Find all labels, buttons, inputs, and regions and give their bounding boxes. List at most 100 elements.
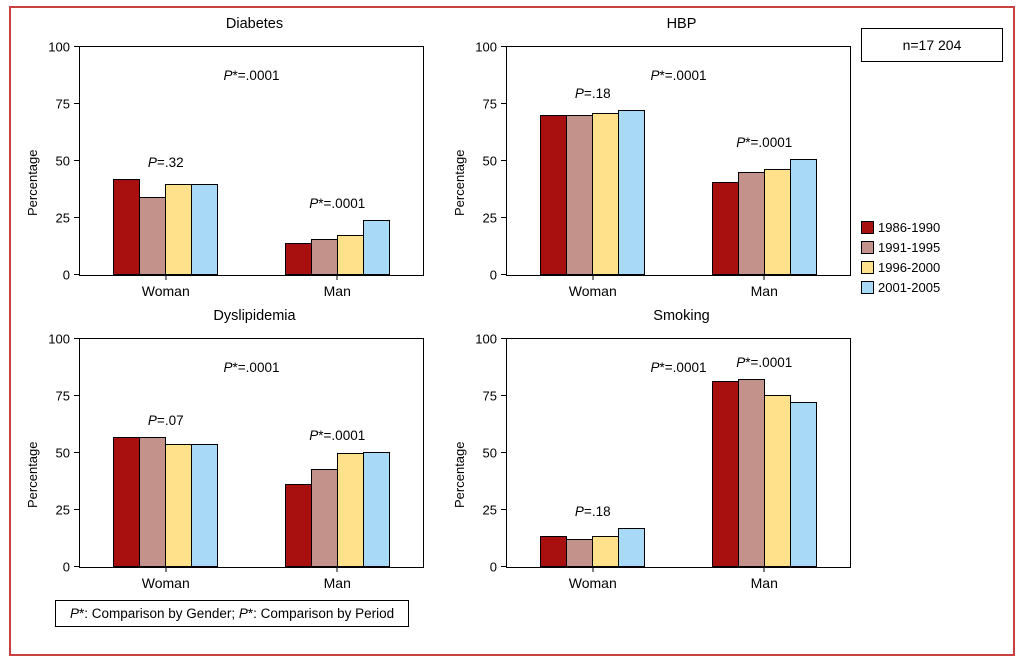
plot-area-dyslipidemia: 0 25 50 75 100 P=.07 Woman P*=.0001 Man P*=.0001 xyxy=(48,333,424,591)
plot-area-smoking: 0 25 50 75 100 P=.18 Woman P*=.0001 Man P*=.0001 xyxy=(475,333,851,591)
charts-grid: Diabetes Percentage 0 25 50 75 100 P=.32 Woman… xyxy=(25,16,857,648)
bar-group-woman: P=.32 xyxy=(80,47,252,275)
y-tick-label: 50 xyxy=(482,445,497,461)
plot-zone: 0 25 50 75 100 P=.18 Woman P*=.0001 Man P*=.0001 xyxy=(468,328,857,596)
legend-label: 2001-2005 xyxy=(878,280,941,295)
y-tick-label: 25 xyxy=(482,502,497,518)
chart-diabetes: Diabetes Percentage 0 25 50 75 100 P=.32 Woman… xyxy=(25,16,430,304)
p-value-annotation-man: P*=.0001 xyxy=(309,427,366,443)
chart-title-hbp: HBP xyxy=(666,16,697,32)
y-tick xyxy=(501,452,507,453)
y-tick xyxy=(501,103,507,104)
p-value-annotation-woman: P=.18 xyxy=(574,85,611,101)
bar-woman-2001-2005 xyxy=(618,528,646,567)
x-tick xyxy=(165,567,167,572)
chart-title-dyslipidemia: Dyslipidemia xyxy=(213,308,296,324)
y-tick-label: 25 xyxy=(55,502,70,518)
bar-woman-1996-2000 xyxy=(592,536,620,567)
bar-group-man: P*=.0001 xyxy=(252,339,424,567)
y-tick-label: 25 xyxy=(482,210,497,226)
bar-woman-1986-1990 xyxy=(113,179,141,275)
y-tick xyxy=(74,452,80,453)
p-value-annotation-woman: P=.18 xyxy=(574,504,611,520)
chart-body: Percentage 0 25 50 75 100 P=.07 Woman P*=.0001 M… xyxy=(25,328,430,596)
p-value-annotation-man: P*=.0001 xyxy=(736,354,793,370)
y-tick xyxy=(74,46,80,47)
y-tick-label: 50 xyxy=(55,153,70,169)
bar-woman-1991-1995 xyxy=(566,115,594,275)
x-tick xyxy=(336,275,338,280)
chart-hbp: HBP Percentage 0 25 50 75 100 P=.18 Woman P*=.0… xyxy=(452,16,857,304)
y-tick-label: 75 xyxy=(55,388,70,404)
x-tick xyxy=(763,275,765,280)
bar-group-woman: P=.18 xyxy=(507,339,679,567)
legend-label: 1991-1995 xyxy=(878,240,941,255)
legend-swatch xyxy=(861,241,874,254)
bar-man-1991-1995 xyxy=(310,468,338,567)
bar-woman-1991-1995 xyxy=(139,197,167,275)
bar-man-2001-2005 xyxy=(789,158,817,275)
y-axis-label: Percentage xyxy=(452,441,467,509)
bar-man-1986-1990 xyxy=(711,381,739,567)
legend-item: 1996-2000 xyxy=(861,260,1003,275)
y-tick xyxy=(501,566,507,567)
y-tick xyxy=(501,395,507,396)
y-tick-label: 0 xyxy=(62,559,70,575)
bar-group-man: P*=.0001 xyxy=(679,47,851,275)
x-axis-label-woman: Woman xyxy=(568,575,617,591)
y-tick-label: 100 xyxy=(475,39,497,55)
bar-man-1986-1990 xyxy=(711,181,739,275)
footnote-text: P*: Comparison by Gender; P*: Comparison… xyxy=(70,606,395,621)
legend-item: 1986-1990 xyxy=(861,220,1003,235)
y-tick xyxy=(501,160,507,161)
bar-woman-1991-1995 xyxy=(566,538,594,567)
bar-man-1986-1990 xyxy=(284,483,312,567)
legend-label: 1996-2000 xyxy=(878,260,941,275)
x-axis-label-man: Man xyxy=(750,283,778,299)
figure-sidebar: n=17 204 1986-1990 1991-1995 1996-2000 2001… xyxy=(857,16,1007,648)
y-tick xyxy=(501,338,507,339)
bar-woman-1986-1990 xyxy=(540,536,568,567)
bar-group-woman: P=.07 xyxy=(80,339,252,567)
x-tick xyxy=(165,275,167,280)
x-tick xyxy=(592,567,594,572)
chart-body: Percentage 0 25 50 75 100 P=.18 Woman P*=.0001 M… xyxy=(452,328,857,596)
y-tick xyxy=(74,274,80,275)
y-tick-label: 50 xyxy=(55,445,70,461)
x-axis-label-man: Man xyxy=(323,575,351,591)
bar-man-1996-2000 xyxy=(763,394,791,567)
bar-man-2001-2005 xyxy=(362,220,390,275)
bar-man-1991-1995 xyxy=(737,378,765,567)
y-tick xyxy=(74,103,80,104)
bar-woman-2001-2005 xyxy=(191,183,219,275)
bar-woman-1991-1995 xyxy=(139,437,167,567)
chart-title-smoking: Smoking xyxy=(653,308,710,324)
p-value-annotation-man: P*=.0001 xyxy=(309,196,366,212)
y-axis-label: Percentage xyxy=(25,149,40,217)
bar-group-man: P*=.0001 xyxy=(679,339,851,567)
y-tick xyxy=(74,338,80,339)
plot-area-diabetes: 0 25 50 75 100 P=.32 Woman P*=.0001 Man P*=.0001 xyxy=(48,41,424,299)
y-tick-label: 0 xyxy=(489,559,497,575)
y-tick xyxy=(74,395,80,396)
legend-swatch xyxy=(861,221,874,234)
bar-woman-2001-2005 xyxy=(618,109,646,275)
plot-area-hbp: 0 25 50 75 100 P=.18 Woman P*=.0001 Man P*=.0001 xyxy=(475,41,851,299)
bar-man-1991-1995 xyxy=(737,172,765,275)
x-axis-label-man: Man xyxy=(750,575,778,591)
x-axis-label-woman: Woman xyxy=(141,283,190,299)
plot-zone: 0 25 50 75 100 P=.32 Woman P*=.0001 Man P*=.0001 xyxy=(41,36,430,304)
bar-man-2001-2005 xyxy=(789,401,817,567)
x-axis-label-woman: Woman xyxy=(568,283,617,299)
bar-woman-1986-1990 xyxy=(113,437,141,567)
y-axis-label: Percentage xyxy=(25,441,40,509)
y-tick-label: 75 xyxy=(55,96,70,112)
bar-man-1991-1995 xyxy=(310,238,338,275)
x-axis-label-man: Man xyxy=(323,283,351,299)
sample-size-box: n=17 204 xyxy=(861,28,1003,62)
chart-smoking: Smoking Percentage 0 25 50 75 100 P=.18 Woman P… xyxy=(452,308,857,596)
legend: 1986-1990 1991-1995 1996-2000 2001-2005 xyxy=(861,220,1003,295)
p-overall-annotation: P*=.0001 xyxy=(223,360,280,376)
bar-man-1986-1990 xyxy=(284,243,312,275)
y-tick xyxy=(74,217,80,218)
